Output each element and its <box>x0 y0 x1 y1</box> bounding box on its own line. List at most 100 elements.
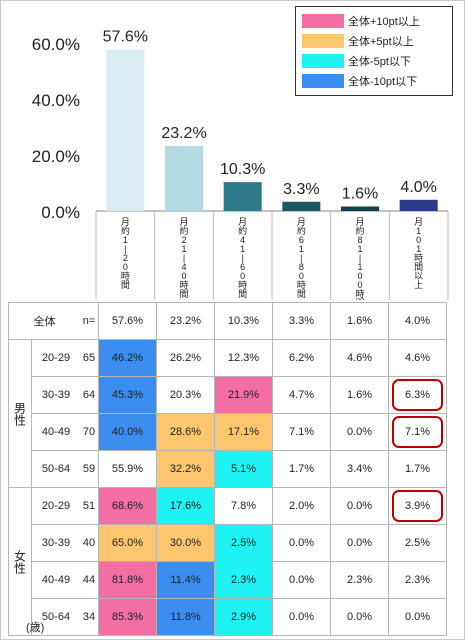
table-cell: 28.6% <box>156 413 215 451</box>
table-cell: 0.0% <box>330 524 389 562</box>
total-label: 全体 <box>8 302 80 340</box>
x-tick-label-char: 間 <box>238 289 247 299</box>
x-tick-label-char: 2 <box>123 253 128 263</box>
x-tick-label-char: 4 <box>181 262 186 272</box>
x-tick-label-char: 時 <box>355 289 364 299</box>
age-label: 50-64 <box>31 598 80 636</box>
age-label: 20-29 <box>31 487 80 525</box>
x-tick-label-char: 1 <box>181 244 186 254</box>
x-tick-label-char: 0 <box>240 271 245 281</box>
comparison-table: 全体 n= 57.6% 23.2% 10.3% 3.3% 1.6% 4.0% 男性 20-29 65… <box>8 302 447 636</box>
table-cell: 7.8% <box>214 487 273 525</box>
bar <box>399 199 438 211</box>
legend-swatch <box>302 54 344 68</box>
table-cell: 1.7% <box>388 450 447 488</box>
x-tick-label-char: 0 <box>416 235 421 245</box>
table-row: 50-64 59 55.9% 32.2% 5.1% 1.7% 3.4% 1.7% <box>9 450 447 488</box>
sample-size: 51 <box>80 487 99 525</box>
age-label: 40-49 <box>31 561 80 599</box>
x-tick-label-char: | <box>359 253 361 263</box>
x-tick-label-char: 時 <box>238 280 247 290</box>
sex-label-text: 男性 <box>12 401 27 426</box>
table-cell: 1.7% <box>272 450 331 488</box>
table-cell: 23.2% <box>156 302 215 340</box>
sex-label-text: 女性 <box>12 549 27 574</box>
sample-size: 64 <box>80 376 99 414</box>
table-cell: 30.0% <box>156 524 215 562</box>
bar <box>282 201 321 211</box>
table-cell: 11.8% <box>156 598 215 636</box>
table-cell: 2.0% <box>272 487 331 525</box>
x-tick-label-char: 1 <box>357 244 362 254</box>
table-cell: 5.1% <box>214 450 273 488</box>
highlight-circle <box>392 379 443 411</box>
table-row: 40-49 44 81.8% 11.4% 2.3% 0.0% 2.3% 2.3% <box>9 561 447 599</box>
table-cell: 2.9% <box>214 598 273 636</box>
x-tick-label-char: 以 <box>414 271 423 281</box>
x-tick-label-char: 約 <box>355 225 364 236</box>
sample-size: 44 <box>80 561 99 599</box>
table-cell: 12.3% <box>214 339 273 377</box>
table-cell: 2.5% <box>214 524 273 562</box>
legend-swatch <box>302 74 344 88</box>
legend-swatch <box>302 34 344 48</box>
table-cell: 4.0% <box>388 302 447 340</box>
table-cell: 46.2% <box>98 339 157 377</box>
table-cell: 11.4% <box>156 561 215 599</box>
x-tick-label-char: | <box>241 253 243 263</box>
table-cell: 0.0% <box>272 598 331 636</box>
x-tick-label-char: 1 <box>416 226 421 236</box>
table-cell: 0.0% <box>330 598 389 636</box>
x-tick-label-char: 1 <box>357 262 362 272</box>
legend-item: 全体-10pt以下 <box>302 71 452 91</box>
x-tick-label-char: 8 <box>299 262 304 272</box>
table-cell: 21.9% <box>214 376 273 414</box>
sex-group-label: 女性 <box>8 487 32 636</box>
x-tick-label-char: 2 <box>181 235 186 245</box>
age-label: 20-29 <box>31 339 80 377</box>
sample-size: 65 <box>80 339 99 377</box>
x-tick-label-char: 約 <box>297 225 306 236</box>
x-tick-label-char: 1 <box>240 244 245 254</box>
table-cell: 3.4% <box>330 450 389 488</box>
table-cell: 3.3% <box>272 302 331 340</box>
x-tick-label-char: | <box>300 253 302 263</box>
table-cell: 55.9% <box>98 450 157 488</box>
table-cell: 7.1% <box>272 413 331 451</box>
x-tick-label-char: 月 <box>179 217 188 227</box>
table-cell: 2.3% <box>330 561 389 599</box>
table-cell: 0.0% <box>330 413 389 451</box>
table-row: 30-39 40 65.0% 30.0% 2.5% 0.0% 0.0% 2.5% <box>9 524 447 562</box>
x-tick-label-char: 月 <box>238 217 247 227</box>
n-label: n= <box>80 302 99 340</box>
legend: 全体+10pt以上 全体+5pt以上 全体-5pt以下 全体-10pt以下 <box>295 6 453 96</box>
x-tick-label-char: 0 <box>181 271 186 281</box>
legend-label: 全体-10pt以下 <box>348 76 418 88</box>
y-tick-label: 40.0% <box>32 91 80 110</box>
table-cell: 2.3% <box>388 561 447 599</box>
table-cell: 68.6% <box>98 487 157 525</box>
table-row: 30-39 64 45.3% 20.3% 21.9% 4.7% 1.6% 6.3% <box>9 376 447 414</box>
table-cell: 0.0% <box>272 524 331 562</box>
table-cell: 17.1% <box>214 413 273 451</box>
table-row: 男性 20-29 65 46.2% 26.2% 12.3% 6.2% 4.6% 4.6% <box>8 339 447 488</box>
x-tick-label-char: 時 <box>121 271 130 281</box>
x-tick-label-char: 0 <box>357 280 362 290</box>
x-tick-label-char: 月 <box>121 217 130 227</box>
x-tick-label-char: 時 <box>414 253 423 263</box>
y-tick-label: 0.0% <box>41 203 80 222</box>
x-tick-label-char: 月 <box>414 217 423 227</box>
table-cell: 4.7% <box>272 376 331 414</box>
x-tick-label-char: 約 <box>179 225 188 236</box>
table-cell: 1.6% <box>330 376 389 414</box>
x-tick-label-char: | <box>183 253 185 263</box>
table-row: 40-49 70 40.0% 28.6% 17.1% 7.1% 0.0% 7.1% <box>9 413 447 451</box>
table-row: 女性 20-29 51 68.6% 17.6% 7.8% 2.0% 0.0% 3.9% <box>8 487 447 636</box>
x-tick-label-char: 0 <box>299 271 304 281</box>
table-cell: 65.0% <box>98 524 157 562</box>
x-tick-label-char: 時 <box>297 280 306 290</box>
legend-label: 全体-5pt以下 <box>348 56 411 68</box>
data-label: 3.3% <box>283 181 319 198</box>
x-tick-label-char: 月 <box>355 217 364 227</box>
table-cell: 4.6% <box>388 339 447 377</box>
